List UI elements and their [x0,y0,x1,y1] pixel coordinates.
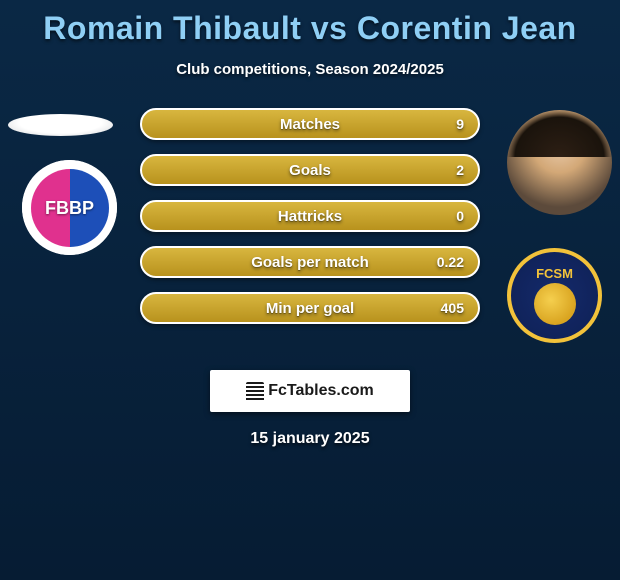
stat-label: Min per goal [266,300,354,317]
branding-badge: FcTables.com [210,370,410,412]
player-left-club-badge: FBBP [22,160,117,255]
stat-value-right: 0 [456,208,464,224]
stat-row: Min per goal 405 [140,292,480,324]
stat-row: Goals 2 [140,154,480,186]
stat-value-right: 405 [441,300,464,316]
stat-row: Matches 9 [140,108,480,140]
stat-label: Goals [289,162,331,179]
lion-icon [534,283,576,325]
stat-label: Matches [280,116,340,133]
stat-value-right: 0.22 [437,254,464,270]
player-right-club-code: FCSM [536,267,573,280]
player-right-avatar [507,110,612,215]
stat-value-right: 9 [456,116,464,132]
comparison-panel: FBBP FCSM Matches 9 Goals 2 Hattricks 0 … [0,108,620,348]
stat-label: Hattricks [278,208,342,225]
stat-label: Goals per match [251,254,369,271]
player-left-avatar [8,114,113,136]
snapshot-date: 15 january 2025 [0,430,620,448]
branding-text: FcTables.com [268,382,374,400]
stat-value-right: 2 [456,162,464,178]
stat-row: Goals per match 0.22 [140,246,480,278]
page-subtitle: Club competitions, Season 2024/2025 [0,61,620,78]
player-right-club-badge: FCSM [507,248,602,343]
stats-bars: Matches 9 Goals 2 Hattricks 0 Goals per … [140,108,480,338]
stat-row: Hattricks 0 [140,200,480,232]
branding-logo-icon [246,382,264,400]
page-title: Romain Thibault vs Corentin Jean [0,0,620,47]
player-left-club-code: FBBP [31,169,109,247]
